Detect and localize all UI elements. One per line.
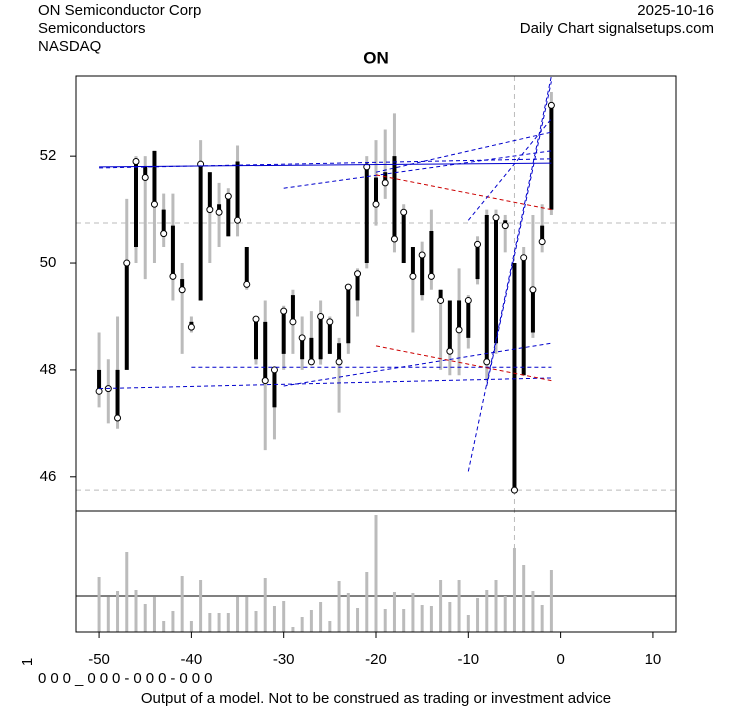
close-marker: [381, 179, 389, 187]
trend-line: [99, 162, 552, 168]
x-tick-label: -20: [365, 651, 387, 668]
close-marker: [95, 387, 103, 395]
close-marker: [446, 347, 454, 355]
trend-line: [486, 81, 552, 387]
close-marker: [390, 235, 398, 243]
company: ON Semiconductor Corp: [38, 2, 201, 19]
close-marker: [206, 206, 214, 214]
y-tick-label: 50: [40, 254, 57, 271]
x-tick-label: -50: [88, 651, 110, 668]
close-marker: [547, 101, 555, 109]
date: 2025-10-16: [637, 2, 714, 19]
close-marker: [409, 272, 417, 280]
close-marker: [123, 259, 131, 267]
close-marker: [501, 222, 509, 230]
close-marker: [252, 315, 260, 323]
close-marker: [150, 200, 158, 208]
x-tick-label: 10: [645, 651, 662, 668]
close-marker: [510, 486, 518, 494]
close-marker: [474, 240, 482, 248]
trend-line: [99, 377, 552, 390]
exchange: NASDAQ: [38, 38, 101, 55]
close-marker: [335, 358, 343, 366]
close-marker: [298, 334, 306, 342]
close-marker: [187, 323, 195, 331]
trend-line: [467, 75, 552, 472]
close-marker: [280, 307, 288, 315]
close-marker: [400, 208, 408, 216]
trend-line: [283, 150, 552, 189]
close-marker: [326, 318, 334, 326]
close-marker: [363, 163, 371, 171]
close-marker: [492, 214, 500, 222]
close-marker: [169, 272, 177, 280]
close-marker: [354, 270, 362, 278]
close-marker: [464, 296, 472, 304]
close-marker: [372, 200, 380, 208]
chart-title: ON: [363, 48, 389, 67]
close-marker: [215, 208, 223, 216]
trend-line: [375, 174, 552, 211]
close-marker: [243, 280, 251, 288]
close-marker: [289, 318, 297, 326]
side-mark: 1: [19, 658, 36, 666]
trend-line: [99, 158, 552, 169]
close-marker: [317, 312, 325, 320]
close-marker: [529, 286, 537, 294]
close-marker: [141, 174, 149, 182]
close-marker: [307, 358, 315, 366]
close-marker: [261, 377, 269, 385]
close-marker: [483, 358, 491, 366]
y-tick-label: 48: [40, 361, 57, 378]
trend-line: [467, 118, 552, 221]
close-marker: [224, 192, 232, 200]
footer: Output of a model. Not to be construed a…: [141, 690, 611, 707]
close-marker: [132, 158, 140, 166]
close-marker: [160, 230, 168, 238]
x-tick-label: -30: [273, 651, 295, 668]
y-tick-label: 46: [40, 468, 57, 485]
close-marker: [455, 326, 463, 334]
x-tick-label: 0: [556, 651, 564, 668]
x-tick-label: -10: [457, 651, 479, 668]
trend-line: [375, 345, 552, 382]
close-marker: [344, 283, 352, 291]
close-marker: [437, 296, 445, 304]
close-marker: [114, 414, 122, 422]
trend-line: [283, 342, 552, 387]
close-marker: [427, 272, 435, 280]
sector: Semiconductors: [38, 20, 146, 37]
x-tick-label: -40: [181, 651, 203, 668]
close-marker: [234, 216, 242, 224]
close-marker: [418, 251, 426, 259]
code: 000_000-000-000: [38, 670, 216, 687]
trend-line: [375, 131, 552, 173]
source: Daily Chart signalsetups.com: [520, 20, 714, 37]
close-marker: [538, 238, 546, 246]
close-marker: [178, 286, 186, 294]
close-marker: [270, 366, 278, 374]
close-marker: [520, 254, 528, 262]
y-tick-label: 52: [40, 147, 57, 164]
